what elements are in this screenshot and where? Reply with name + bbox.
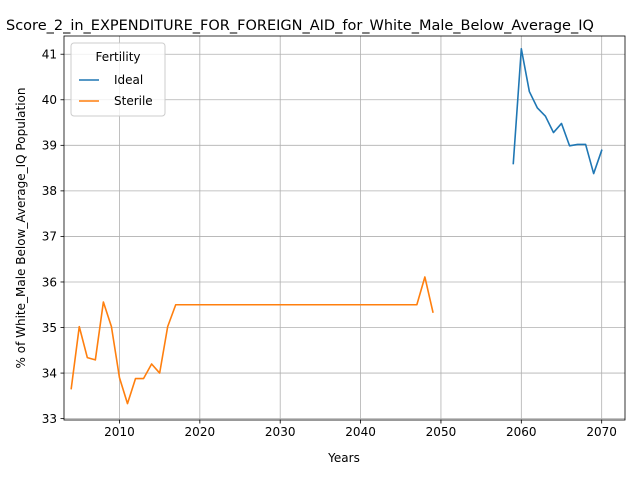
legend: Fertility Ideal Sterile xyxy=(70,42,166,117)
x-tick-label: 2020 xyxy=(185,425,216,439)
x-tick-label: 2030 xyxy=(265,425,296,439)
legend-label-ideal: Ideal xyxy=(114,73,143,87)
y-tick-label: 36 xyxy=(42,275,57,289)
y-tick-label: 40 xyxy=(42,93,57,107)
legend-box xyxy=(70,42,166,117)
chart-title: Score_2_in_EXPENDITURE_FOR_FOREIGN_AID_f… xyxy=(6,18,594,34)
y-tick-label: 34 xyxy=(42,366,57,380)
x-tick-label: 2010 xyxy=(104,425,135,439)
y-axis: 33 34 35 36 37 38 39 40 41 xyxy=(42,48,64,426)
series-line-ideal xyxy=(512,47,603,175)
x-tick-label: 2070 xyxy=(586,425,617,439)
x-tick-label: 2040 xyxy=(345,425,376,439)
y-tick-label: 39 xyxy=(42,139,57,153)
plot-frame xyxy=(63,35,626,421)
y-tick-label: 37 xyxy=(42,230,57,244)
series-line-sterile xyxy=(70,276,434,405)
x-axis-label: Years xyxy=(327,451,360,465)
legend-label-sterile: Sterile xyxy=(114,94,153,108)
y-tick-label: 35 xyxy=(42,321,57,335)
series-layer xyxy=(70,47,603,405)
legend-title: Fertility xyxy=(95,50,140,64)
y-tick-label: 33 xyxy=(42,412,57,426)
x-tick-label: 2050 xyxy=(426,425,457,439)
y-axis-label: % of White_Male Below_Average_IQ Populat… xyxy=(14,88,28,369)
y-tick-label: 38 xyxy=(42,184,57,198)
y-tick-label: 41 xyxy=(42,48,57,62)
x-tick-label: 2060 xyxy=(506,425,537,439)
grid xyxy=(64,36,625,420)
x-axis: 2010 2020 2030 2040 2050 2060 2070 xyxy=(104,420,617,439)
